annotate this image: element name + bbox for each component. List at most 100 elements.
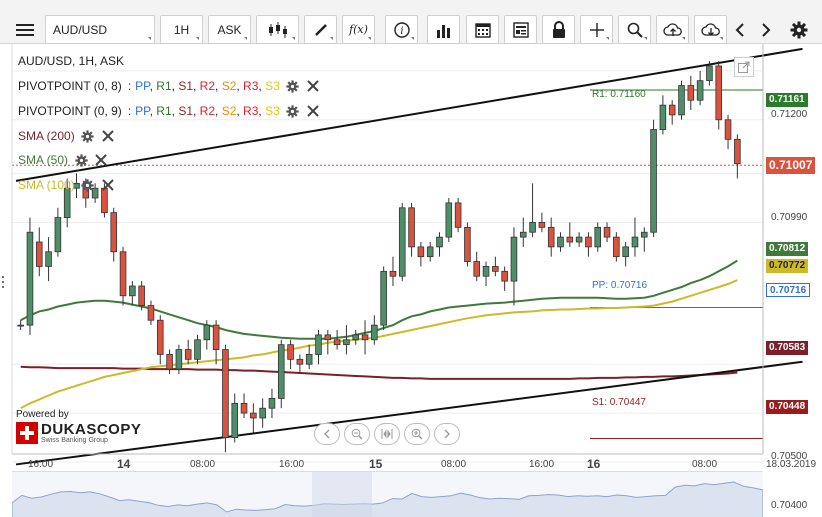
candle-body bbox=[417, 246, 425, 258]
candle-body bbox=[389, 270, 397, 277]
trendline-lower bbox=[15, 360, 803, 466]
time-tick-label: 08:00 bbox=[190, 459, 216, 470]
zoom-out-button[interactable] bbox=[344, 423, 370, 445]
legend-sma50[interactable]: SMA (50) bbox=[18, 153, 108, 167]
lock-icon[interactable] bbox=[542, 15, 575, 44]
candle-body bbox=[63, 187, 71, 218]
time-tick-label: 08:00 bbox=[441, 459, 467, 470]
pivot-level-label: PP bbox=[135, 79, 150, 93]
candle-body bbox=[147, 305, 155, 321]
close-icon[interactable] bbox=[306, 79, 320, 93]
candle-body bbox=[166, 354, 173, 370]
gear-icon[interactable] bbox=[74, 153, 88, 167]
legend-sma200[interactable]: SMA (200) bbox=[18, 129, 115, 143]
side-selector[interactable]: ASK bbox=[208, 15, 251, 44]
candlestick-type-icon[interactable] bbox=[256, 15, 299, 44]
pivot2-labels: PP, R1, S1, R2, S2, R3, S3 bbox=[135, 104, 280, 118]
candle-body bbox=[129, 285, 136, 297]
pivot-level-label: PP bbox=[135, 104, 150, 118]
s1-price-tag: 0.70448 bbox=[766, 400, 809, 414]
gear-icon[interactable] bbox=[81, 129, 95, 143]
close-icon[interactable] bbox=[306, 104, 320, 118]
candle-body bbox=[250, 412, 257, 419]
popout-icon[interactable] bbox=[734, 57, 754, 77]
navigator-panel[interactable] bbox=[11, 471, 764, 517]
r1-price-tag: 0.71161 bbox=[766, 93, 808, 107]
candle-body bbox=[594, 226, 602, 248]
price-tick-label: 0.70990 bbox=[771, 211, 808, 223]
time-tick-label: 14 bbox=[117, 457, 131, 471]
candle-body bbox=[454, 202, 462, 228]
navigator-graph bbox=[11, 472, 764, 517]
candle-body bbox=[324, 334, 332, 341]
bar-chart-icon[interactable] bbox=[427, 15, 460, 44]
timeframe-selector[interactable]: 1H bbox=[160, 15, 203, 44]
crosshair-icon[interactable] bbox=[580, 15, 613, 44]
price-tick-label: 0.71200 bbox=[771, 108, 808, 120]
menu-icon[interactable] bbox=[10, 15, 40, 44]
candle-body bbox=[343, 339, 350, 346]
chevron-left-icon[interactable] bbox=[730, 15, 750, 44]
sma100-line bbox=[20, 279, 738, 410]
legend-pivot-2[interactable]: PIVOTPOINT (0, 9) : PP, R1, S1, R2, S2, … bbox=[18, 104, 320, 118]
panel-resize-handle[interactable] bbox=[1, 275, 5, 289]
moving-averages bbox=[20, 259, 738, 410]
candle-body bbox=[473, 261, 481, 277]
candle-body bbox=[603, 226, 611, 238]
pivot-level-label: R1 bbox=[156, 104, 172, 118]
news-icon[interactable] bbox=[504, 15, 537, 44]
chevron-right-icon[interactable] bbox=[756, 15, 776, 44]
candle-body bbox=[659, 104, 667, 130]
instrument-selector[interactable]: AUD/USD bbox=[45, 15, 155, 44]
candle-body bbox=[631, 236, 639, 248]
chart-nav-controls bbox=[314, 423, 460, 445]
candle-body bbox=[26, 231, 34, 326]
draw-pen-icon[interactable] bbox=[304, 15, 337, 44]
candle-body bbox=[445, 202, 453, 238]
close-icon[interactable] bbox=[101, 129, 115, 143]
candle-body bbox=[482, 266, 490, 277]
time-tick-label: 16:00 bbox=[28, 459, 54, 470]
candle-body bbox=[724, 119, 732, 140]
calendar-icon[interactable] bbox=[466, 15, 499, 44]
legend-pivot-1[interactable]: PIVOTPOINT (0, 8) : PP, R1, S1, R2, S2, … bbox=[18, 79, 320, 93]
gear-icon[interactable] bbox=[81, 178, 95, 192]
candle-body bbox=[110, 212, 118, 253]
candle-body bbox=[557, 236, 564, 248]
candle-body bbox=[222, 349, 229, 438]
powered-by-text: Powered by bbox=[16, 409, 69, 420]
reset-view-button[interactable] bbox=[374, 423, 400, 445]
gear-icon[interactable] bbox=[788, 15, 810, 44]
scroll-right-button[interactable] bbox=[434, 423, 460, 445]
gear-icon[interactable] bbox=[286, 79, 300, 93]
candle-body bbox=[352, 334, 360, 341]
candle-body bbox=[696, 80, 704, 101]
close-icon[interactable] bbox=[101, 178, 115, 192]
cloud-upload-icon[interactable] bbox=[656, 15, 689, 44]
brand-subtitle: Swiss Banking Group bbox=[41, 437, 108, 444]
zoom-icon[interactable] bbox=[618, 15, 651, 44]
time-tick-label: 16 bbox=[587, 457, 601, 471]
pp-price-tag: 0.70716 bbox=[766, 283, 811, 297]
close-icon[interactable] bbox=[94, 153, 108, 167]
sma50-label: SMA (50) bbox=[18, 153, 69, 167]
candle-body bbox=[566, 236, 574, 243]
info-icon[interactable]: i bbox=[385, 15, 418, 44]
pivot-level-label: S1 bbox=[178, 79, 193, 93]
zoom-in-button[interactable] bbox=[404, 423, 430, 445]
scroll-left-button[interactable] bbox=[314, 423, 340, 445]
candle-body bbox=[259, 407, 266, 419]
candle-body bbox=[184, 349, 192, 360]
gear-icon[interactable] bbox=[286, 104, 300, 118]
legend-sma100[interactable]: SMA (100) bbox=[18, 178, 115, 192]
candle-body bbox=[585, 236, 592, 248]
candlesticks bbox=[17, 61, 741, 453]
price-chart[interactable] bbox=[0, 44, 822, 517]
candle-body bbox=[575, 236, 583, 243]
cloud-download-icon[interactable] bbox=[694, 15, 727, 44]
candle-body bbox=[119, 251, 127, 297]
function-icon[interactable]: f(x) bbox=[342, 15, 375, 44]
time-tick-label: 16:00 bbox=[529, 459, 555, 470]
candle-body bbox=[640, 231, 648, 238]
candle-body bbox=[622, 246, 629, 258]
